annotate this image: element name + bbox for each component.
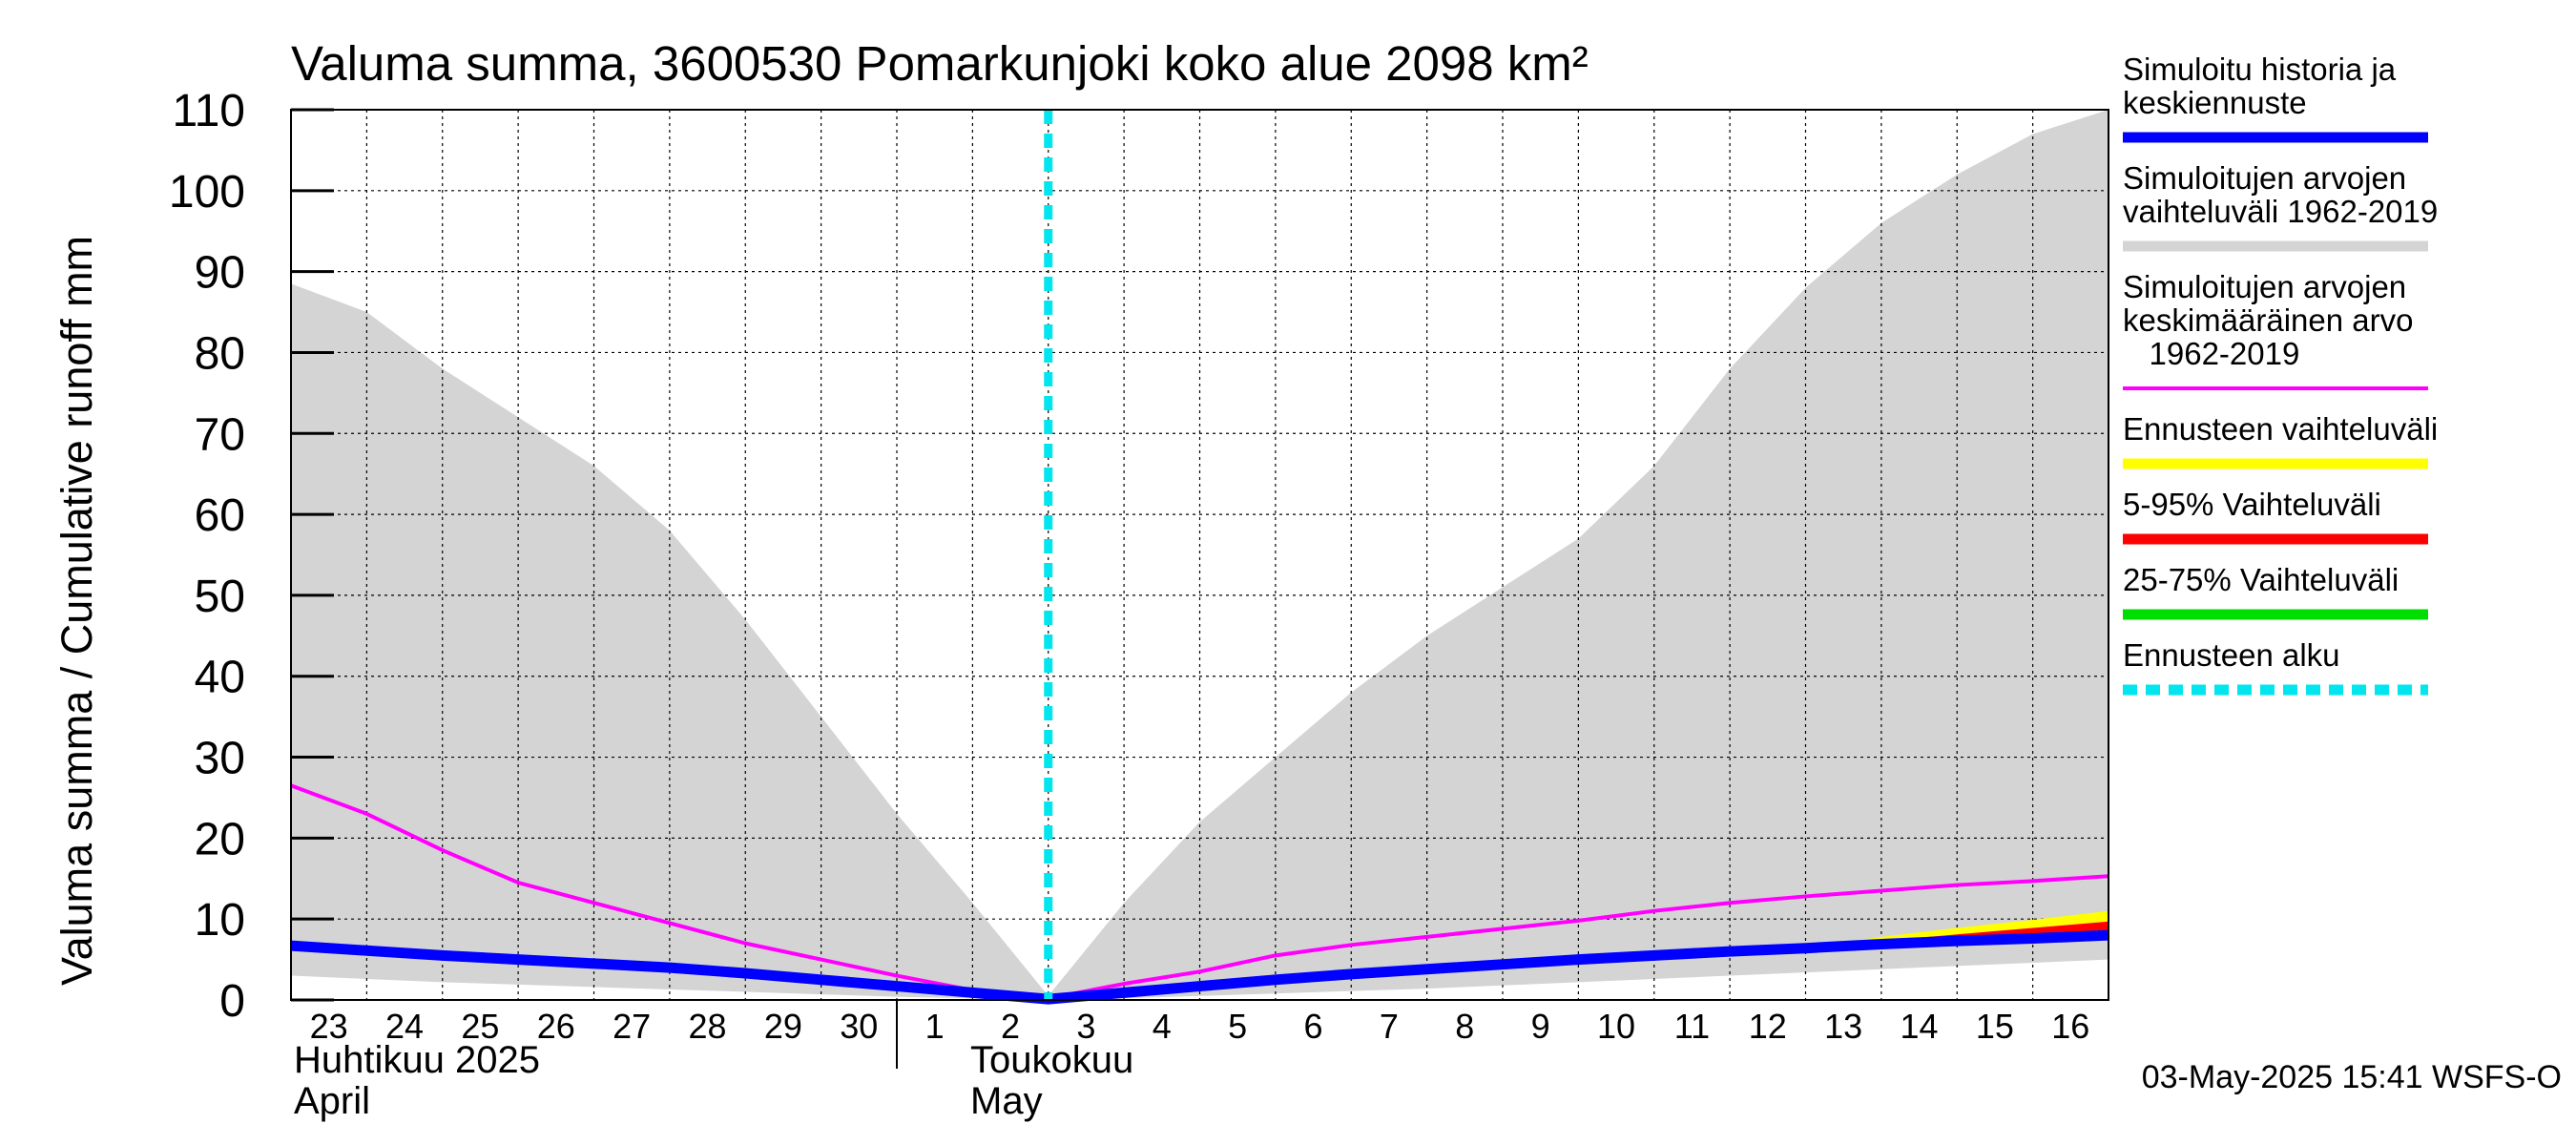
legend-label: 1962-2019: [2123, 336, 2299, 371]
month-label-en: April: [294, 1080, 370, 1122]
plot-border: [290, 109, 2109, 1001]
x-tick-label: 11: [1674, 1007, 1710, 1046]
month-label-fi: Huhtikuu 2025: [294, 1039, 540, 1081]
y-tick-label: 70: [195, 409, 245, 460]
y-tick-label: 40: [195, 653, 245, 703]
x-tick-label: 26: [537, 1007, 575, 1046]
y-tick-label: 30: [195, 734, 245, 784]
x-tick-label: 25: [461, 1007, 499, 1046]
x-tick-label: 10: [1597, 1007, 1635, 1046]
x-tick-label: 14: [1901, 1007, 1939, 1046]
series-line-mean: [290, 783, 2109, 1001]
y-axis-label: Valuma summa / Cumulative runoff mm: [52, 236, 101, 986]
x-tick-label: 15: [1976, 1007, 2014, 1046]
legend-label: keskimääräinen arvo: [2123, 302, 2413, 338]
y-tick-label: 80: [195, 328, 245, 379]
legend-label: 25-75% Vaihteluväli: [2123, 562, 2399, 597]
legend-label: Ennusteen alku: [2123, 637, 2340, 673]
x-tick-label: 3: [1076, 1007, 1095, 1046]
y-tick-label: 60: [195, 490, 245, 541]
legend-label: vaihteluväli 1962-2019: [2123, 194, 2438, 229]
plot-area: [290, 109, 2109, 1005]
x-tick-label: 30: [840, 1007, 878, 1046]
x-tick-label: 23: [310, 1007, 348, 1046]
y-tick-label: 10: [195, 895, 245, 946]
x-tick-label: 2: [1001, 1007, 1020, 1046]
month-label-fi: Toukokuu: [970, 1039, 1133, 1081]
x-tick-label: 5: [1228, 1007, 1247, 1046]
x-tick-label: 4: [1153, 1007, 1172, 1046]
x-tick-label: 28: [689, 1007, 727, 1046]
series-line-main-forecast: [290, 929, 2109, 1005]
x-tick-label: 24: [385, 1007, 424, 1046]
y-axis: 0 10 20 30 40 50 60 70 80 90 100 110: [169, 86, 334, 1027]
y-tick-label: 0: [219, 976, 245, 1027]
legend-label: Ennusteen vaihteluväli: [2123, 411, 2438, 447]
x-axis: 23 24 25 26 27 28 29 30 1 2 3 4 5 6 7 8 9 10 11 12 13 14 15 16H…: [294, 1000, 2089, 1122]
y-tick-label: 50: [195, 572, 245, 622]
x-tick-label: 16: [2051, 1007, 2089, 1046]
chart-title: Valuma summa, 3600530 Pomarkunjoki koko …: [291, 36, 1589, 91]
x-tick-label: 8: [1455, 1007, 1474, 1046]
x-tick-label: 9: [1531, 1007, 1550, 1046]
legend-label: Simuloitujen arvojen: [2123, 160, 2406, 196]
x-tick-label: 7: [1380, 1007, 1399, 1046]
legend-label: 5-95% Vaihteluväli: [2123, 487, 2381, 522]
x-tick-label: 13: [1824, 1007, 1862, 1046]
legend-label: keskiennuste: [2123, 85, 2307, 120]
legend-label: Simuloitujen arvojen: [2123, 269, 2406, 304]
x-tick-label: 27: [613, 1007, 651, 1046]
month-label-en: May: [970, 1080, 1043, 1122]
timestamp-footer: 03-May-2025 15:41 WSFS-O: [2142, 1059, 2562, 1095]
x-tick-label: 1: [925, 1007, 945, 1046]
x-tick-label: 29: [764, 1007, 802, 1046]
y-tick-label: 90: [195, 248, 245, 299]
y-tick-label: 20: [195, 814, 245, 864]
x-tick-label: 6: [1304, 1007, 1323, 1046]
y-tick-label: 110: [172, 86, 245, 136]
range-band-area: [291, 110, 2109, 1000]
legend-label: Simuloitu historia ja: [2123, 52, 2397, 87]
y-tick-label: 100: [169, 167, 245, 218]
x-tick-label: 12: [1749, 1007, 1787, 1046]
